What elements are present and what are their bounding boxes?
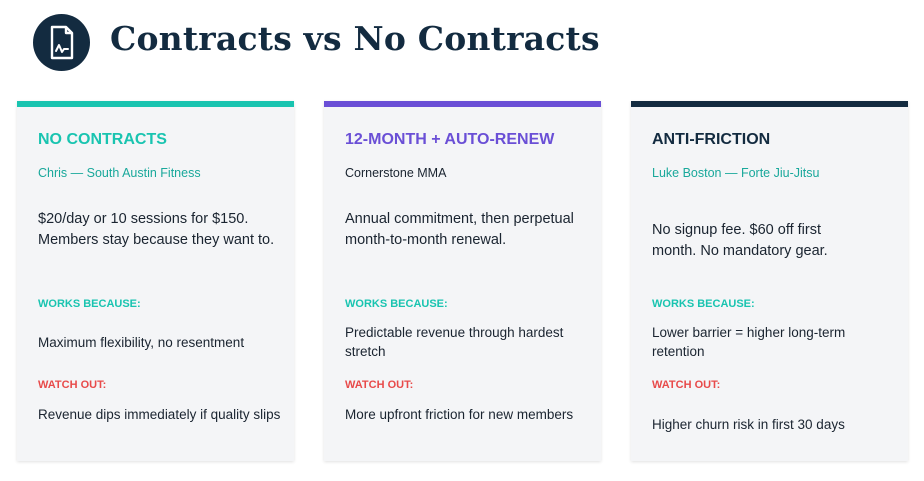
- card-heading: 12-MONTH + AUTO-RENEW: [345, 131, 555, 148]
- watch-out-label: WATCH OUT:: [652, 379, 721, 391]
- card-accent-bar: [17, 101, 294, 107]
- card-heading: NO CONTRACTS: [38, 131, 167, 148]
- works-because-label: WORKS BECAUSE:: [38, 298, 141, 310]
- card-subtitle: Luke Boston — Forte Jiu-Jitsu: [652, 166, 820, 180]
- works-because-text: Predictable revenue through hardest stre…: [345, 325, 564, 359]
- watch-out-text: Revenue dips immediately if quality slip…: [38, 407, 281, 422]
- works-because-text: Lower barrier = higher long-term retenti…: [652, 325, 846, 359]
- watch-out-label: WATCH OUT:: [345, 379, 414, 391]
- card-no-contracts: NO CONTRACTS Chris — South Austin Fitnes…: [17, 101, 294, 461]
- page-header: Contracts vs No Contracts: [0, 0, 924, 90]
- card-description: Annual commitment, then perpetual month-…: [345, 211, 574, 248]
- card-anti-friction: ANTI-FRICTION Luke Boston — Forte Jiu-Ji…: [631, 101, 908, 461]
- card-subtitle: Chris — South Austin Fitness: [38, 166, 201, 180]
- card-accent-bar: [631, 101, 908, 107]
- card-12-month-auto-renew: 12-MONTH + AUTO-RENEW Cornerstone MMA An…: [324, 101, 601, 461]
- contract-document-icon: [33, 14, 90, 71]
- card-accent-bar: [324, 101, 601, 107]
- card-subtitle: Cornerstone MMA: [345, 166, 447, 180]
- page-title: Contracts vs No Contracts: [110, 19, 600, 58]
- watch-out-text: More upfront friction for new members: [345, 407, 574, 422]
- card-description: No signup fee. $60 off first month. No m…: [652, 222, 828, 259]
- works-because-label: WORKS BECAUSE:: [652, 298, 755, 310]
- card-heading: ANTI-FRICTION: [652, 131, 771, 148]
- works-because-label: WORKS BECAUSE:: [345, 298, 448, 310]
- card-description: $20/day or 10 sessions for $150. Members…: [38, 211, 275, 248]
- watch-out-text: Higher churn risk in first 30 days: [652, 417, 845, 432]
- watch-out-label: WATCH OUT:: [38, 379, 107, 391]
- works-because-text: Maximum flexibility, no resentment: [38, 335, 245, 350]
